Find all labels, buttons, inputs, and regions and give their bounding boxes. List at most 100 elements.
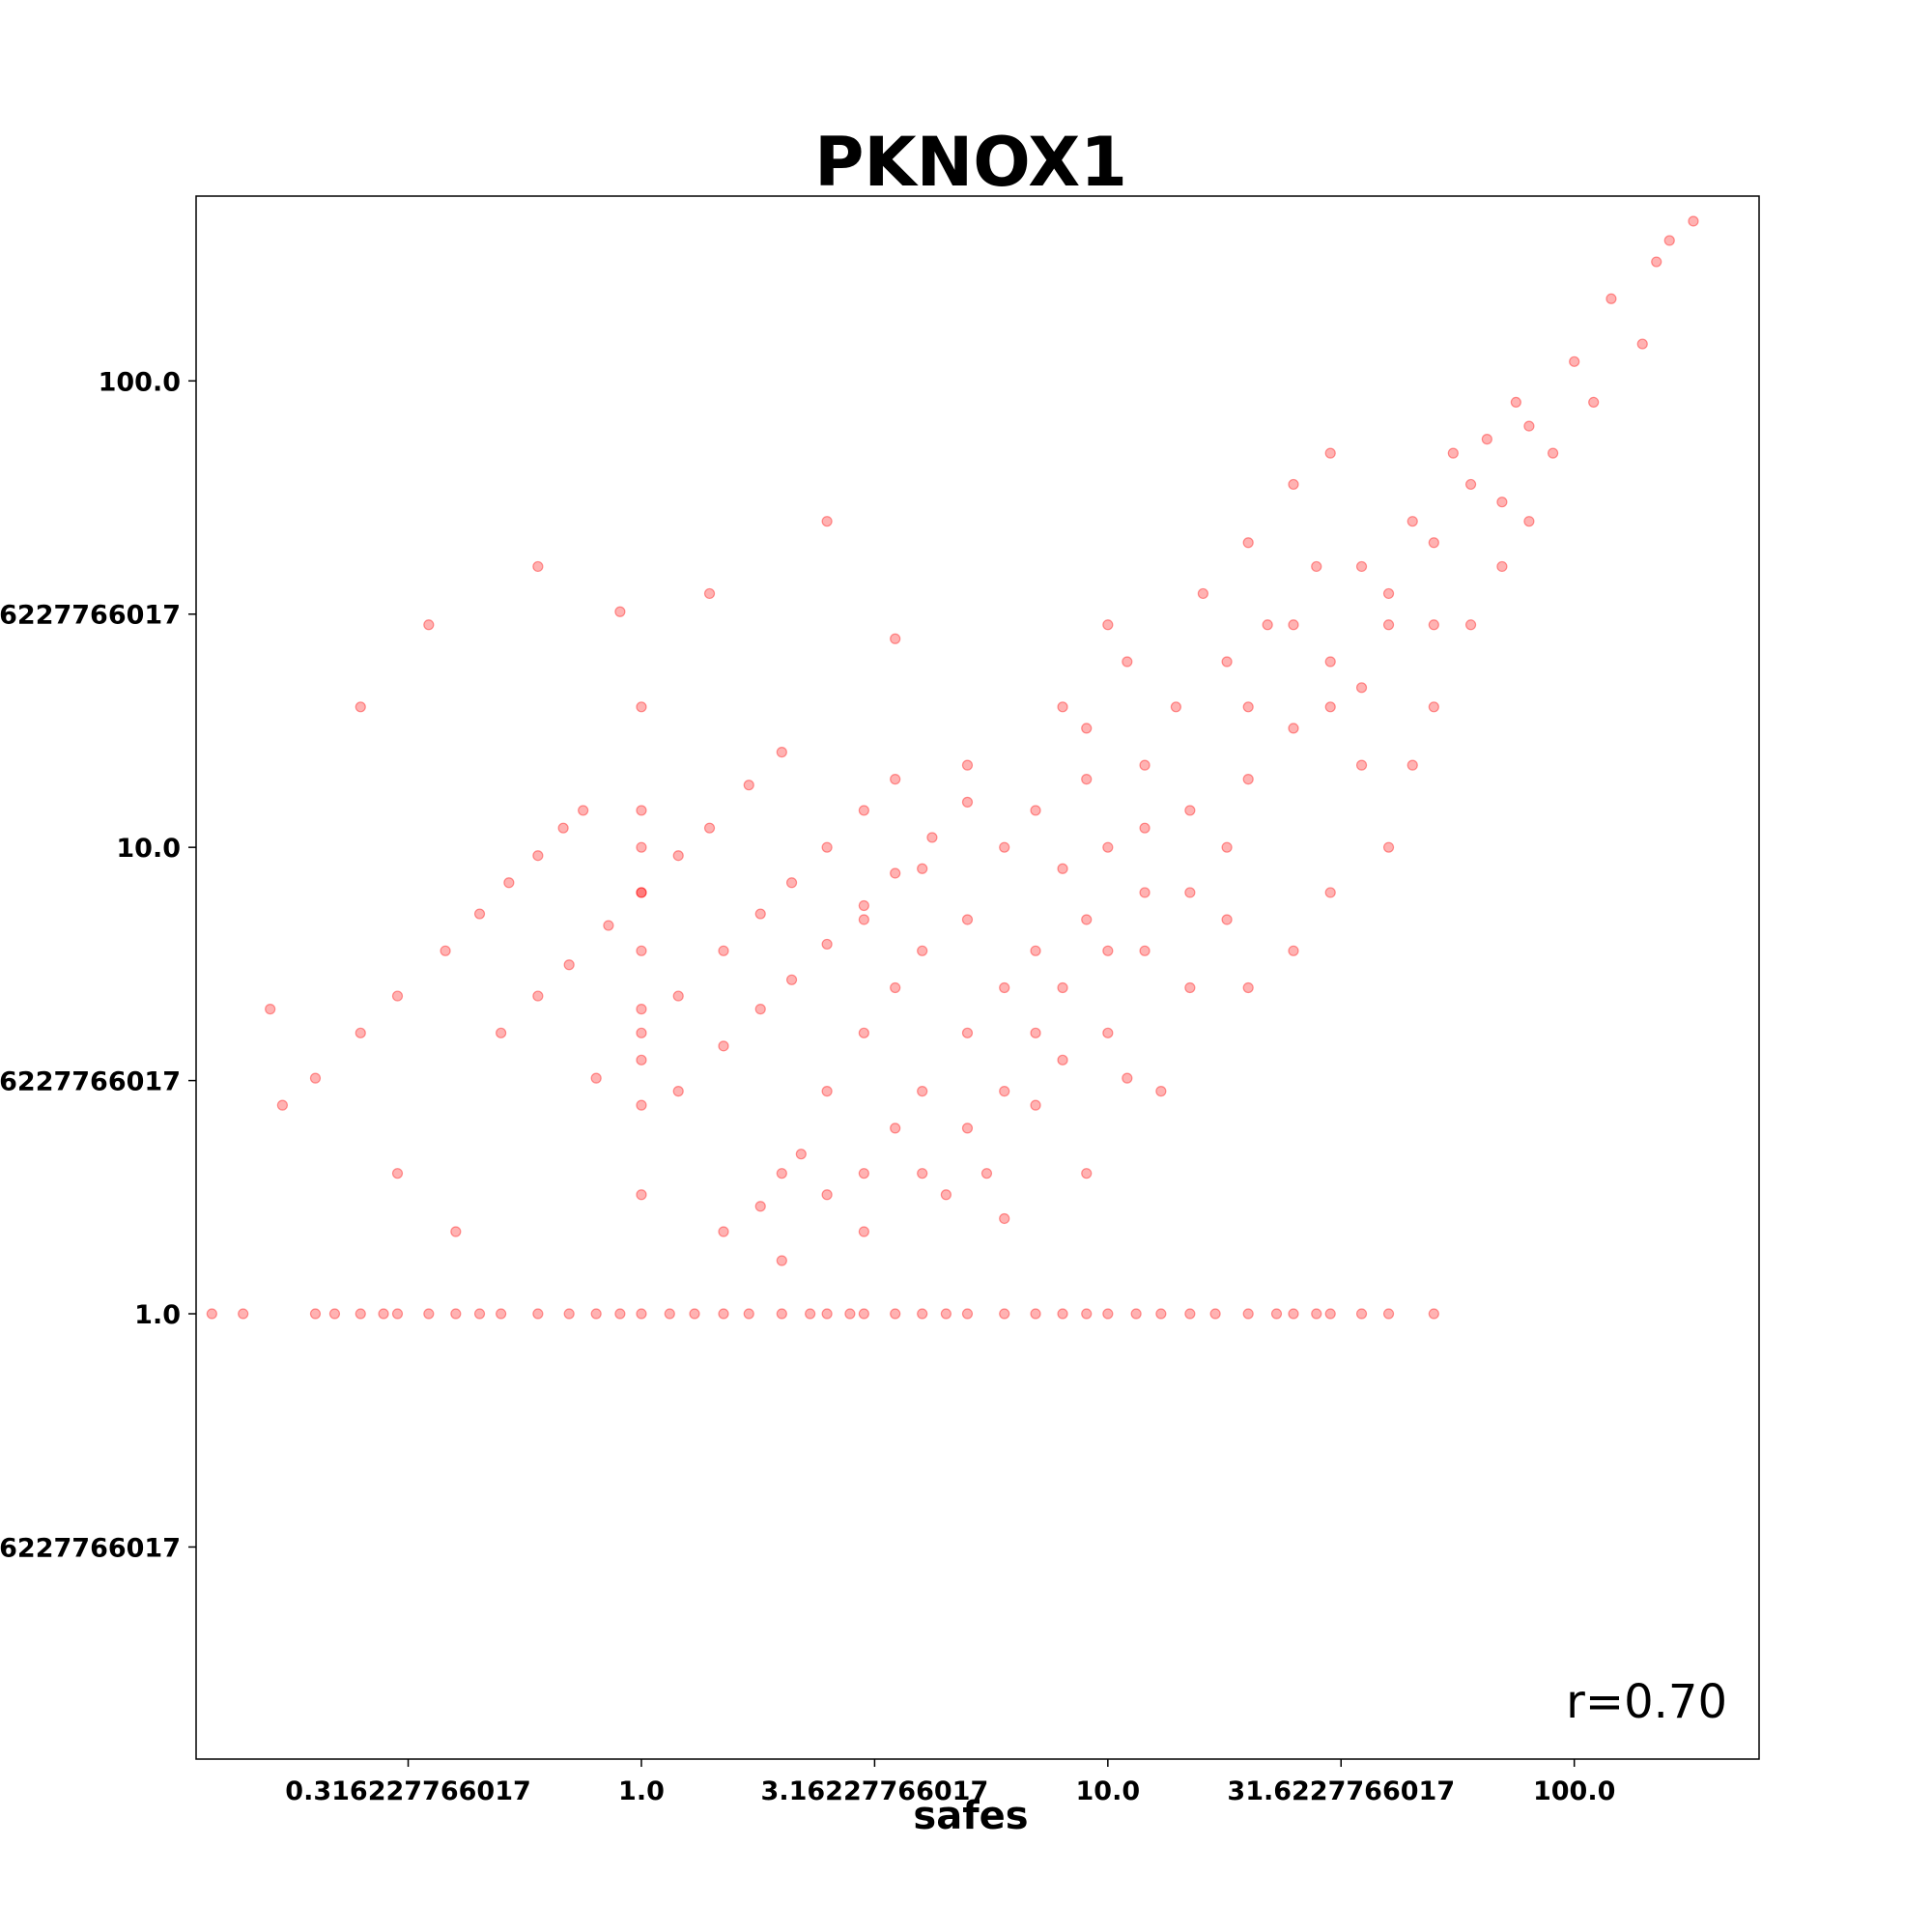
data-point xyxy=(917,945,928,956)
data-point xyxy=(754,1201,766,1212)
data-point xyxy=(821,1086,833,1097)
data-point xyxy=(858,1168,869,1179)
correlation-annotation: r=0.70 xyxy=(1566,1675,1727,1729)
data-point xyxy=(672,1086,684,1097)
data-point xyxy=(961,1027,974,1038)
data-point xyxy=(603,920,614,931)
data-point xyxy=(636,1054,647,1065)
data-point xyxy=(532,560,544,573)
data-point xyxy=(355,1027,366,1038)
data-point xyxy=(795,1149,807,1160)
data-point xyxy=(858,1027,869,1038)
data-point xyxy=(1605,293,1617,304)
data-point xyxy=(1569,355,1580,367)
data-point xyxy=(858,805,869,816)
data-point xyxy=(805,1308,816,1320)
data-point xyxy=(890,1122,901,1134)
data-point xyxy=(743,780,754,791)
data-point xyxy=(1102,619,1114,631)
x-tick-label: 10.0 xyxy=(1076,1776,1141,1806)
x-axis: 0.316227766017 1.0 3.16227766017 10.0 31.622… xyxy=(285,1759,1615,1806)
data-point xyxy=(672,850,684,862)
data-point xyxy=(450,1308,462,1320)
data-point xyxy=(718,1226,729,1237)
data-point xyxy=(1547,447,1559,459)
data-point xyxy=(1102,1308,1114,1320)
data-point xyxy=(980,1168,993,1179)
x-tick-label: 1.0 xyxy=(618,1776,665,1806)
data-point xyxy=(450,1226,462,1237)
data-point xyxy=(890,1308,901,1320)
data-point xyxy=(1311,560,1322,573)
data-point xyxy=(1382,841,1395,853)
data-point xyxy=(276,1099,288,1111)
data-point xyxy=(238,1308,249,1320)
data-point xyxy=(1382,619,1395,631)
data-point xyxy=(1382,587,1395,600)
data-point xyxy=(961,759,974,771)
data-point xyxy=(1406,759,1418,771)
data-point xyxy=(1496,497,1508,508)
data-point xyxy=(496,1308,507,1320)
data-point xyxy=(473,1308,486,1320)
data-point xyxy=(1030,945,1041,956)
y-tick-label: 3.16227766017 xyxy=(0,1067,181,1097)
data-point xyxy=(1447,447,1459,459)
data-point xyxy=(821,516,833,527)
data-point xyxy=(532,850,544,862)
data-point xyxy=(1242,1308,1254,1320)
data-point xyxy=(1270,1308,1283,1320)
data-point xyxy=(1428,701,1439,713)
y-tick-label: 31.6227766017 xyxy=(0,601,181,631)
data-point xyxy=(1081,914,1093,925)
data-point xyxy=(743,1308,754,1320)
data-point xyxy=(1324,1308,1336,1320)
data-point xyxy=(1355,1308,1368,1320)
data-point xyxy=(1523,420,1535,432)
data-point xyxy=(636,701,647,713)
data-point xyxy=(1081,1308,1093,1320)
data-point xyxy=(917,863,928,874)
data-point xyxy=(1288,619,1299,631)
data-point xyxy=(1139,887,1151,898)
data-point xyxy=(1481,434,1492,445)
data-point xyxy=(1406,516,1418,527)
data-point xyxy=(703,587,716,600)
data-point xyxy=(1663,235,1675,246)
data-point xyxy=(1155,1308,1167,1320)
data-point xyxy=(1355,560,1368,573)
data-point xyxy=(1355,682,1368,694)
data-point xyxy=(328,1308,341,1320)
data-point xyxy=(614,606,626,617)
data-point xyxy=(1102,841,1114,853)
data-point xyxy=(1122,1072,1133,1084)
data-point xyxy=(1102,1027,1114,1038)
data-point xyxy=(1030,1308,1041,1320)
data-point xyxy=(917,1168,928,1179)
data-point xyxy=(1496,560,1508,573)
data-point xyxy=(636,887,647,898)
data-point xyxy=(1170,701,1181,713)
data-point xyxy=(754,1004,766,1015)
data-point xyxy=(590,1308,602,1320)
data-point xyxy=(636,1004,647,1015)
data-point xyxy=(636,841,647,853)
data-point xyxy=(776,1255,787,1266)
data-point xyxy=(1122,656,1133,668)
data-point xyxy=(926,832,938,843)
data-point xyxy=(1523,516,1535,527)
data-point xyxy=(1288,945,1299,956)
data-point xyxy=(821,938,833,951)
data-point xyxy=(1221,841,1233,853)
data-point xyxy=(378,1308,389,1320)
data-point xyxy=(1651,256,1662,268)
data-point xyxy=(961,914,974,925)
x-tick-label: 3.16227766017 xyxy=(761,1776,989,1806)
data-point xyxy=(672,990,684,1002)
data-point xyxy=(1081,774,1093,785)
data-point xyxy=(1382,1308,1395,1320)
y-tick-label: 100.0 xyxy=(99,367,181,397)
data-point xyxy=(557,822,569,834)
data-point xyxy=(776,1308,787,1320)
